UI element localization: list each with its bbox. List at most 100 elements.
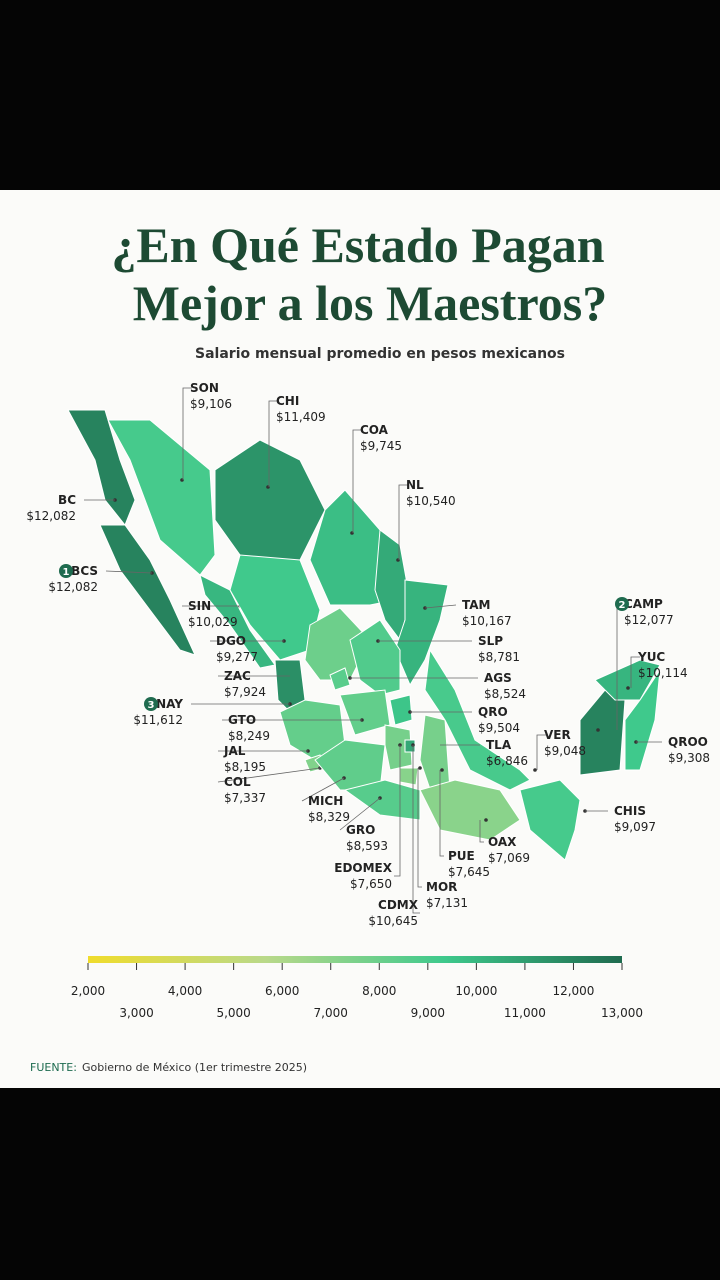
state-code: BC: [58, 493, 76, 507]
title-line: ¿En Qué Estado Pagan: [111, 217, 604, 273]
state-salary: $10,540: [406, 494, 456, 508]
state-salary: $8,329: [308, 810, 350, 824]
subtitle: Salario mensual promedio en pesos mexica…: [195, 346, 565, 362]
state-salary: $10,645: [368, 914, 418, 928]
state-code: PUE: [448, 849, 475, 863]
state-shape: [349, 619, 401, 696]
state-code: YUC: [637, 650, 665, 664]
leader-line: [630, 656, 640, 688]
state-salary: $9,048: [544, 744, 586, 758]
legend-tick-label: 8,000: [362, 984, 396, 998]
state-code: SLP: [478, 634, 503, 648]
legend-tick-label: 7,000: [314, 1006, 348, 1020]
legend-tick-label: 12,000: [552, 984, 594, 998]
state-shape: [424, 648, 531, 791]
state-code: MOR: [426, 880, 457, 894]
state-salary: $12,082: [26, 509, 76, 523]
rank-badge: [59, 564, 73, 578]
leader-line: [479, 820, 484, 843]
state-code: ZAC: [224, 669, 251, 683]
state-code: NL: [406, 478, 424, 492]
state-salary: $10,167: [462, 614, 512, 628]
state-code: SIN: [188, 599, 211, 613]
legend-tick-label: 11,000: [504, 1006, 546, 1020]
rank-badge: [615, 597, 629, 611]
state-code: DGO: [216, 634, 246, 648]
state-marker: [440, 768, 444, 772]
state-code: CHI: [276, 394, 299, 408]
state-salary: $9,097: [614, 820, 656, 834]
state-salary: $8,249: [228, 729, 270, 743]
state-code: GTO: [228, 713, 256, 727]
leader-line: [439, 770, 444, 857]
leader-line: [268, 400, 278, 487]
rank-number: 3: [148, 700, 155, 711]
legend: 2,000 3,000 4,000 5,000 6,000 7,000 8,000 9,000…: [71, 963, 643, 1020]
leader-line: [398, 484, 408, 560]
state-salary: $10,029: [188, 615, 238, 629]
state-salary: $9,745: [360, 439, 402, 453]
state-marker: [533, 768, 537, 772]
state-shape: [404, 739, 416, 753]
rank-number: 1: [63, 567, 70, 578]
state-marker: [596, 728, 600, 732]
state-shape: [343, 779, 421, 821]
state-salary: $7,131: [426, 896, 468, 910]
state-shape: [594, 659, 661, 701]
rank-number: 2: [619, 600, 626, 611]
state-salary: $9,308: [668, 751, 710, 765]
legend-tick-label: 13,000: [601, 1006, 643, 1020]
state-shape: [394, 579, 449, 687]
state-shape: [329, 667, 351, 691]
leader-line: [412, 745, 420, 914]
state-code: BCS: [71, 564, 98, 578]
color-scale: [88, 956, 622, 963]
state-salary: $8,781: [478, 650, 520, 664]
state-code: MICH: [308, 794, 343, 808]
labels: SON $9,106 CHI $11,409 COA $9,745 NL $10,540 BC $…: [26, 381, 710, 928]
state-marker: [418, 766, 422, 770]
state-code: GRO: [346, 823, 375, 837]
state-salary: $7,337: [224, 791, 266, 805]
state-shape: [314, 739, 386, 791]
state-salary: $7,650: [350, 877, 392, 891]
legend-tick-label: 6,000: [265, 984, 299, 998]
map: [67, 409, 661, 861]
state-shape: [304, 607, 371, 681]
legend-tick-label: 2,000: [71, 984, 105, 998]
state-code: CDMX: [378, 898, 419, 912]
leader-line: [182, 387, 192, 480]
state-shape: [67, 409, 136, 526]
legend-tick-label: 9,000: [411, 1006, 445, 1020]
state-code: VER: [544, 728, 571, 742]
state-shape: [389, 694, 413, 726]
state-shape: [624, 669, 661, 771]
state-salary: $6,846: [486, 754, 528, 768]
leader-line: [352, 429, 362, 533]
legend-tick-label: 5,000: [216, 1006, 250, 1020]
state-code: OAX: [488, 835, 517, 849]
state-code: AGS: [484, 671, 512, 685]
state-shape: [99, 524, 196, 656]
state-salary: $9,504: [478, 721, 520, 735]
state-salary: $12,077: [624, 613, 674, 627]
state-salary: $9,106: [190, 397, 232, 411]
state-code: TAM: [462, 598, 490, 612]
state-salary: $7,924: [224, 685, 266, 699]
state-code: QROO: [668, 735, 708, 749]
source-label: FUENTE:: [30, 1061, 77, 1074]
leader-line: [339, 797, 381, 831]
state-code: SON: [190, 381, 219, 395]
state-code: CHIS: [614, 804, 646, 818]
state-marker: [626, 686, 630, 690]
state-salary: $8,593: [346, 839, 388, 853]
state-shape: [399, 767, 419, 786]
state-code: COA: [360, 423, 389, 437]
state-marker: [484, 818, 488, 822]
state-code: TLA: [486, 738, 512, 752]
leader-line: [394, 745, 401, 877]
state-salary: $8,524: [484, 687, 526, 701]
state-shape: [229, 554, 321, 661]
state-salary: $11,612: [133, 713, 183, 727]
leader-line: [301, 777, 345, 802]
